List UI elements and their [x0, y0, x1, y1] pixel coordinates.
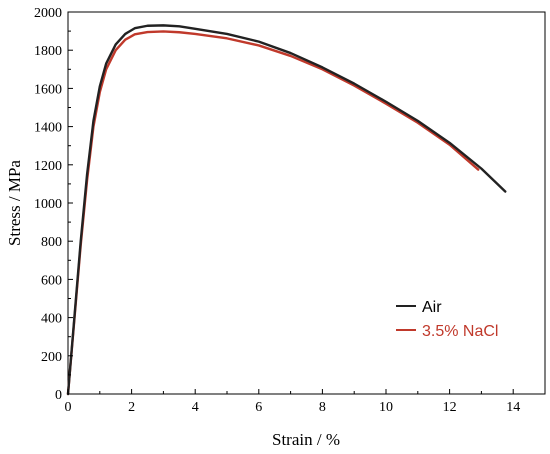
y-tick-label: 200: [41, 350, 62, 365]
series-line-air: [66, 24, 507, 396]
ticks-layer: 0 2 4 6 8 10 12 14 0 200 400 600 800 1000 1200 1400 1600…: [34, 6, 520, 415]
x-tick-label: 0: [65, 400, 72, 415]
y-tick-label: 2000: [34, 6, 62, 21]
x-tick-label: 8: [319, 400, 326, 415]
legend: Air 3.5% NaCl: [396, 299, 498, 340]
y-tick-label: 1000: [34, 197, 62, 212]
y-tick-label: 400: [41, 312, 62, 327]
x-tick-label: 12: [443, 400, 457, 415]
x-tick-label: 4: [192, 400, 199, 415]
y-tick-label: 600: [41, 273, 62, 288]
x-axis-title: Strain / %: [272, 430, 340, 449]
y-tick-label: 1800: [34, 44, 62, 59]
legend-label-air: Air: [422, 299, 442, 316]
legend-label-nacl: 3.5% NaCl: [422, 323, 498, 340]
x-tick-label: 14: [506, 400, 520, 415]
series-layer: [66, 24, 507, 396]
x-tick-label: 10: [379, 400, 393, 415]
x-tick-label: 6: [255, 400, 262, 415]
y-axis-title: Stress / MPa: [5, 160, 24, 246]
y-tick-label: 800: [41, 235, 62, 250]
series-line-nacl: [66, 30, 480, 396]
y-tick-label: 0: [55, 388, 62, 403]
x-tick-label: 2: [128, 400, 135, 415]
y-tick-label: 1400: [34, 121, 62, 136]
y-tick-label: 1200: [34, 159, 62, 174]
y-tick-label: 1600: [34, 82, 62, 97]
